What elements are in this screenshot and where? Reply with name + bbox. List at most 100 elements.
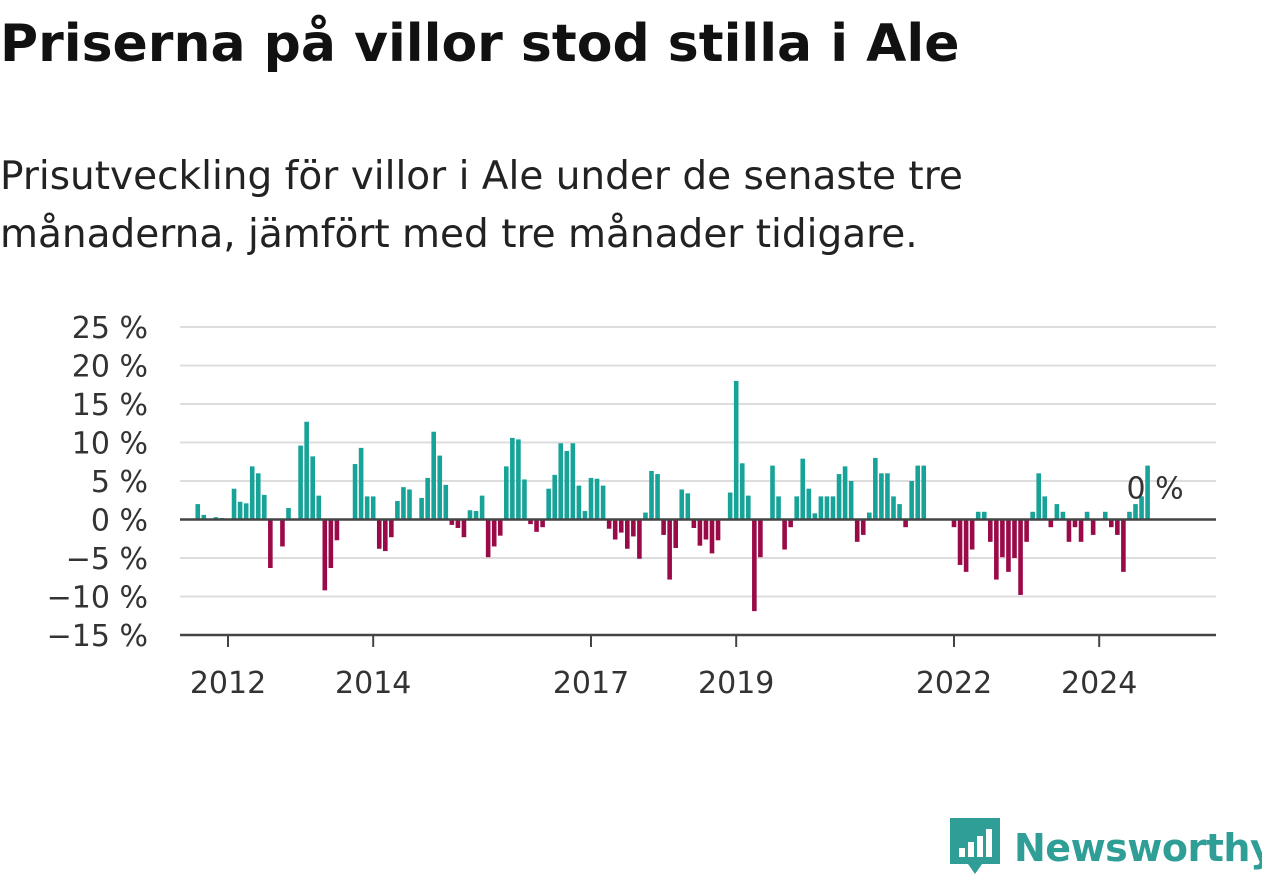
bar xyxy=(818,496,824,520)
bar xyxy=(419,497,424,520)
x-tick-label: 2014 xyxy=(335,666,411,701)
bar xyxy=(655,474,660,520)
bar xyxy=(334,519,340,541)
bar-chart: 25 %20 %15 %10 %5 %0 %−5 %−10 %−15 % 201… xyxy=(47,311,1216,701)
bar xyxy=(879,473,884,520)
bar xyxy=(903,519,908,528)
bar xyxy=(643,512,648,520)
bar xyxy=(358,447,364,520)
bar xyxy=(1133,504,1138,520)
y-tick-label: 5 % xyxy=(91,465,148,500)
bar xyxy=(1109,519,1114,528)
bar xyxy=(746,495,751,520)
bar xyxy=(1048,519,1054,528)
bar xyxy=(1054,504,1060,520)
y-tick-label: −5 % xyxy=(66,542,148,577)
bar xyxy=(552,474,557,520)
bar xyxy=(679,489,685,520)
gridlines xyxy=(180,326,1216,598)
bar xyxy=(383,519,388,552)
bar xyxy=(298,445,303,520)
bar xyxy=(564,450,570,520)
bar xyxy=(848,481,854,520)
bar xyxy=(195,504,201,520)
y-tick-label: 0 % xyxy=(91,504,148,539)
bar xyxy=(1000,519,1005,558)
bar xyxy=(1006,519,1011,572)
bar xyxy=(395,501,400,520)
bar xyxy=(237,501,243,520)
bar xyxy=(316,495,322,520)
bar xyxy=(951,519,957,528)
bar xyxy=(963,519,969,572)
bar xyxy=(280,519,285,547)
chart-title: Priserna på villor stod stilla i Ale xyxy=(0,14,960,74)
bar xyxy=(1115,519,1120,535)
bar xyxy=(1018,519,1023,595)
bar xyxy=(733,380,739,520)
bar xyxy=(727,492,733,520)
bar xyxy=(376,519,382,549)
bars xyxy=(195,380,1150,612)
bar xyxy=(588,477,594,520)
bar xyxy=(425,477,430,520)
bar xyxy=(304,421,309,520)
bar xyxy=(873,457,878,520)
newsworthy-logo: Newsworthy xyxy=(950,818,1262,878)
bar xyxy=(1066,519,1072,542)
bar xyxy=(758,519,763,558)
y-tick-label: 25 % xyxy=(72,311,148,346)
bar xyxy=(1084,511,1090,520)
logo-text: Newsworthy xyxy=(1014,826,1262,870)
bar xyxy=(522,479,527,520)
bar xyxy=(957,519,963,565)
bar xyxy=(994,519,999,580)
bar xyxy=(776,496,781,520)
bar xyxy=(407,489,412,520)
bar xyxy=(709,519,715,554)
bar xyxy=(364,496,370,520)
bar xyxy=(546,488,551,520)
bar xyxy=(812,513,818,520)
bar xyxy=(897,504,902,520)
bar xyxy=(1078,519,1084,542)
bar xyxy=(437,455,443,520)
bar xyxy=(631,519,636,537)
x-tick-label: 2012 xyxy=(190,666,266,701)
bar xyxy=(1139,496,1144,520)
x-tick-label: 2019 xyxy=(698,666,774,701)
bar xyxy=(988,519,993,542)
bar xyxy=(594,478,600,520)
bar xyxy=(534,519,539,532)
bar xyxy=(401,487,406,520)
bar xyxy=(649,470,654,520)
bar-chart-speech-bubble-icon xyxy=(950,818,1000,874)
bar xyxy=(510,437,515,520)
bar xyxy=(637,519,642,559)
bar xyxy=(867,512,872,520)
bar xyxy=(231,488,237,520)
bar xyxy=(540,519,545,528)
bar xyxy=(673,519,678,548)
bar xyxy=(606,519,612,529)
bar xyxy=(322,519,328,591)
latest-value-label: 0 % xyxy=(1126,472,1183,507)
bar xyxy=(504,466,509,520)
bar xyxy=(558,443,564,520)
bar xyxy=(1042,496,1048,520)
bar xyxy=(685,493,691,520)
bar xyxy=(885,473,890,520)
bar xyxy=(600,485,606,520)
bar xyxy=(243,503,249,520)
bar xyxy=(485,519,491,558)
bar xyxy=(842,466,848,520)
bar xyxy=(921,465,927,520)
bar xyxy=(739,463,745,520)
bar xyxy=(1036,473,1041,520)
bar xyxy=(497,519,503,536)
x-tick-label: 2022 xyxy=(916,666,992,701)
bar xyxy=(570,443,576,520)
bar xyxy=(1145,465,1150,520)
bar xyxy=(467,510,473,520)
bar xyxy=(389,519,394,538)
